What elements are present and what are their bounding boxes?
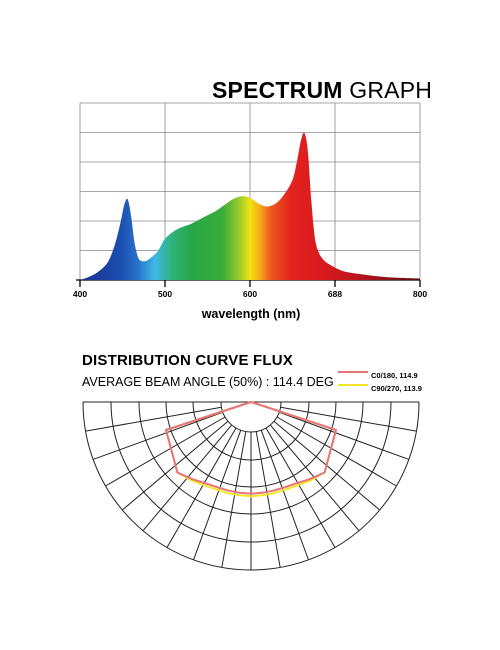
polar-legend: C0/180, 114.9 C90/270, 113.9 [338,371,422,393]
spectrum-title: SPECTRUM GRAPH [212,76,432,104]
polar-radial-line [265,427,336,548]
spectrum-x-tick-label: 688 [328,289,342,299]
polar-grid [82,401,420,571]
polar-radial-line [260,430,309,561]
spectrum-x-tick-label: 500 [158,289,172,299]
polar-ring [220,401,282,433]
polar-radial-line [85,406,222,432]
spectrum-title-bold: SPECTRUM [212,77,343,103]
spectrum-x-tick-label: 600 [243,289,257,299]
beam-angle-text: AVERAGE BEAM ANGLE (50%) : 114.4 DEG [82,375,334,389]
polar-radial-line [193,430,242,561]
spectrum-title-light: GRAPH [349,77,433,103]
spectrum-ticks: 400 500 600 688 800 [73,280,427,299]
polar-radial-line [280,406,417,432]
spectrum-xlabel: wavelength (nm) [201,307,301,321]
flux-title: DISTRIBUTION CURVE FLUX [82,352,293,369]
spectrum-area [80,132,420,280]
polar-radial-line [276,416,397,487]
spectrum-chart: 400 500 600 688 800 wavelength (nm) [73,102,427,321]
polar-series-curve [165,401,337,495]
legend-label: C90/270, 113.9 [371,384,422,393]
spectrum-x-tick-label: 400 [73,289,87,299]
polar-curves [165,401,337,498]
legend-label: C0/180, 114.9 [371,371,418,380]
spectrum-x-tick-label: 800 [413,289,427,299]
polar-radial-line [279,411,410,460]
polar-radial-line [221,431,247,568]
polar-series-curve [165,401,337,498]
polar-radial-line [92,411,223,460]
polar-radial-line [105,416,226,487]
polar-radial-line [255,431,281,568]
polar-radial-line [166,427,237,548]
